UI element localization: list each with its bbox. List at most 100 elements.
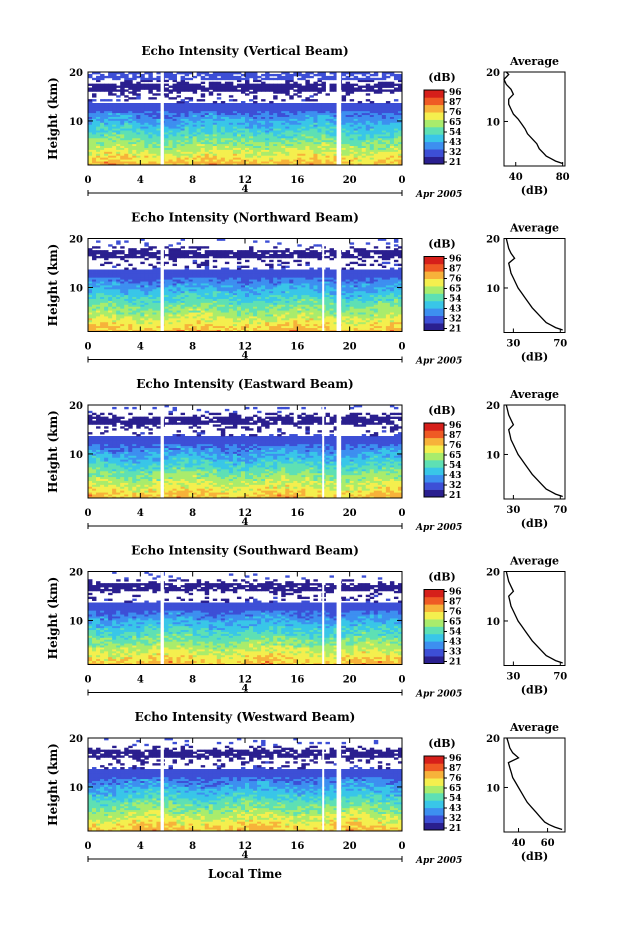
heatmap-cell <box>237 262 241 264</box>
heatmap-cell <box>350 84 354 86</box>
heatmap-cell <box>156 93 160 95</box>
heatmap-cell <box>144 242 148 244</box>
heatmap-cell <box>281 103 285 105</box>
heatmap-cell <box>277 74 281 76</box>
heatmap-cell <box>116 240 120 242</box>
heatmap-cell <box>281 84 285 86</box>
colorbar-swatch <box>424 157 444 165</box>
heatmap-cell <box>128 248 132 250</box>
heatmap-cell <box>366 76 370 78</box>
colorbar-swatch <box>424 120 444 128</box>
heatmap-cell <box>265 84 269 86</box>
heatmap-cell <box>181 99 185 101</box>
data-gap <box>337 72 342 165</box>
heatmap-cell <box>305 97 309 99</box>
heatmap-cell <box>209 103 213 105</box>
heatmap-cell <box>124 103 128 105</box>
heatmap-cell <box>233 76 237 78</box>
heatmap-cell <box>144 248 148 250</box>
heatmap-cell <box>104 76 108 78</box>
heatmap-cell <box>169 86 173 88</box>
heatmap-cell <box>269 84 273 86</box>
heatmap-cell <box>394 99 398 101</box>
heatmap-cell <box>152 103 156 105</box>
heatmap-cell <box>313 103 317 105</box>
heatmap-cell <box>261 99 265 101</box>
heatmap-cell <box>213 101 217 103</box>
heatmap-cell <box>88 88 92 90</box>
heatmap-cell <box>136 250 140 252</box>
heatmap-cell <box>269 250 273 252</box>
heatmap-cell <box>217 82 221 84</box>
heatmap-cell <box>164 88 168 90</box>
heatmap-cell <box>124 260 128 262</box>
heatmap-cell <box>169 89 173 91</box>
heatmap-cell <box>253 95 257 97</box>
heatmap-cell <box>88 99 92 101</box>
heatmap-cell <box>189 246 193 248</box>
heatmap-cell <box>233 103 237 105</box>
heatmap-cell <box>185 97 189 99</box>
heatmap-cell <box>354 88 358 90</box>
heatmap-cell <box>301 86 305 88</box>
heatmap-cell <box>289 84 293 86</box>
heatmap-cell <box>301 74 305 76</box>
x-tick-label: 8 <box>189 175 196 186</box>
heatmap-cell <box>269 101 273 103</box>
heatmap-cell <box>386 101 390 103</box>
heatmap-cell <box>309 95 313 97</box>
heatmap-cell <box>245 260 249 262</box>
x-tick-label: 0 <box>399 175 406 186</box>
heatmap-cell <box>177 82 181 84</box>
heatmap-cell <box>108 244 112 246</box>
heatmap-cell <box>197 103 201 105</box>
heatmap-cell <box>229 82 233 84</box>
heatmap-cell <box>156 103 160 105</box>
heatmap-cell <box>112 266 116 268</box>
heatmap-cell <box>92 78 96 80</box>
heatmap-cell <box>140 84 144 86</box>
heatmap-cell <box>100 99 104 101</box>
heatmap-cell <box>193 76 197 78</box>
heatmap-cell <box>96 246 100 248</box>
heatmap-cell <box>205 103 209 105</box>
heatmap-cell <box>370 74 374 76</box>
heatmap-cell <box>120 103 124 105</box>
heatmap-cell <box>265 240 269 242</box>
heatmap-cell <box>156 256 160 258</box>
heatmap-cell <box>205 88 209 90</box>
heatmap-cell <box>128 97 132 99</box>
heatmap-cell <box>241 101 245 103</box>
heatmap-cell <box>213 82 217 84</box>
heatmap-cell <box>136 256 140 258</box>
heatmap-cell <box>330 76 334 78</box>
heatmap-cell <box>362 89 366 91</box>
heatmap-cell <box>124 268 128 270</box>
heatmap-cell <box>366 103 370 105</box>
heatmap-cell <box>257 84 261 86</box>
heatmap-cell <box>326 76 330 78</box>
heatmap-cell <box>92 99 96 101</box>
heatmap-cell <box>233 86 237 88</box>
heatmap-cell <box>354 84 358 86</box>
heatmap-cell <box>273 95 277 97</box>
heatmap-cell <box>112 246 116 248</box>
heatmap-cell <box>233 99 237 101</box>
heatmap-cell <box>330 84 334 86</box>
heatmap-cell <box>205 260 209 262</box>
heatmap-cell <box>366 84 370 86</box>
heatmap-cell <box>289 74 293 76</box>
heatmap-cell <box>92 93 96 95</box>
heatmap-cell <box>293 103 297 105</box>
heatmap-cell <box>293 89 297 91</box>
heatmap-cell <box>156 262 160 264</box>
heatmap-cell <box>285 103 289 105</box>
heatmap-cell <box>197 99 201 101</box>
heatmap-cell <box>201 103 205 105</box>
heatmap-cell <box>217 103 221 105</box>
heatmap-cell <box>221 101 225 103</box>
heatmap-cell <box>193 103 197 105</box>
heatmap-cell <box>257 76 261 78</box>
heatmap-cell <box>253 84 257 86</box>
heatmap-cell <box>257 254 261 256</box>
